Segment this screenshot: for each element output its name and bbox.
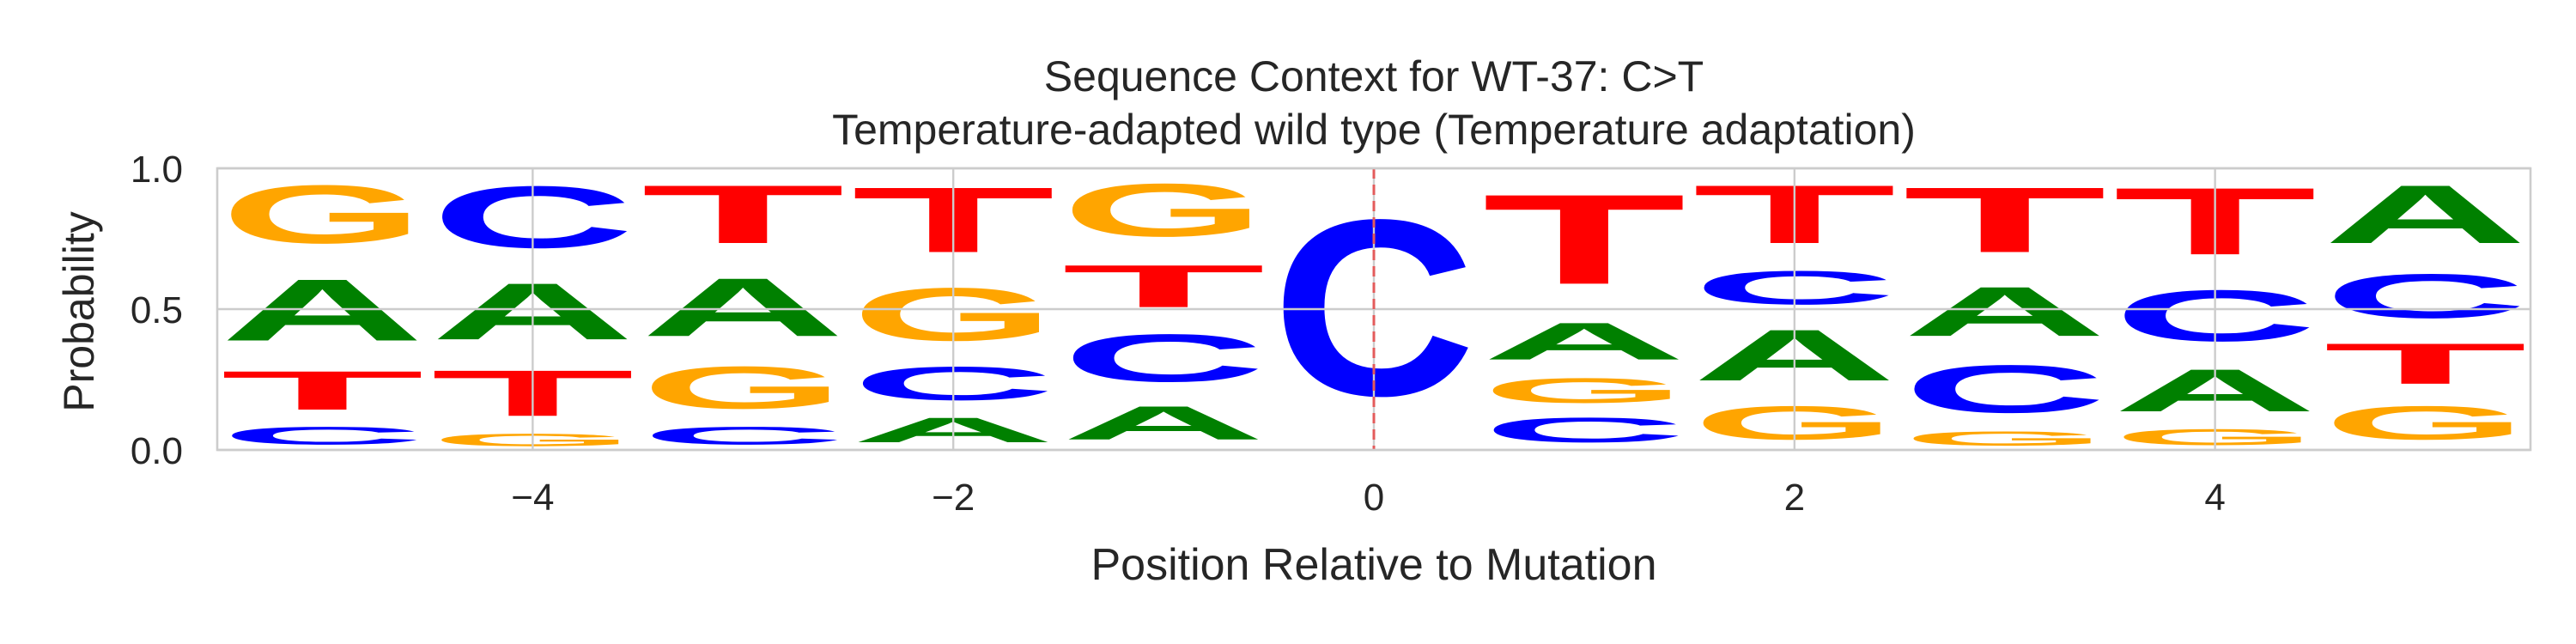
logo-letter-G-pos--5: G (221, 168, 425, 261)
chart-subtitle: Temperature-adapted wild type (Temperatu… (832, 106, 1916, 154)
y-axis-label: Probability (55, 211, 103, 412)
x-tick-label: 2 (1784, 477, 1805, 519)
logo-letter-A-pos-1: A (1482, 312, 1686, 371)
logo-letter-T-pos-5: T (2324, 331, 2528, 396)
y-tick-label: 0.0 (131, 430, 183, 472)
logo-letter-C-pos-1: C (1482, 410, 1686, 450)
x-tick-label: 4 (2204, 477, 2225, 519)
y-tick-label: 0.5 (131, 289, 183, 331)
logo-letter-C-pos-3: C (1903, 351, 2107, 428)
x-tick-label: 0 (1364, 477, 1384, 519)
logo-letter-A-pos-5: A (2324, 168, 2528, 261)
logo-letter-C-pos--5: C (221, 422, 425, 450)
y-tick-label: 1.0 (131, 149, 183, 191)
logo-letter-A-pos--3: A (641, 261, 845, 354)
logo-letter-T-pos--3: T (641, 168, 846, 261)
logo-letter-T-pos-1: T (1482, 168, 1686, 312)
logo-letter-T-pos-3: T (1903, 168, 2107, 272)
x-tick-label: −4 (511, 477, 554, 519)
logo-letter-C-pos--1: C (1061, 320, 1266, 397)
logo-letter-G-pos--3: G (641, 354, 845, 422)
logo-letter-A-pos-3: A (1903, 272, 2107, 351)
logo-letter-G-pos-3: G (1903, 428, 2107, 450)
logo-letter-T-pos--5: T (221, 360, 425, 422)
logo-letter-G-pos-1: G (1482, 371, 1686, 410)
logo-letter-C-pos-5: C (2324, 261, 2528, 331)
plot-frame (216, 167, 2532, 452)
logo-letter-A-pos--1: A (1061, 396, 1266, 449)
x-axis-label: Position Relative to Mutation (1091, 540, 1657, 590)
logo-letter-G-pos--1: G (1061, 168, 1266, 252)
logo-letter-C-pos--3: C (641, 422, 845, 450)
x-tick-label: −2 (932, 477, 975, 519)
chart-title: Sequence Context for WT-37: C>T (1043, 52, 1704, 100)
logo-letter-G-pos-5: G (2324, 396, 2528, 449)
